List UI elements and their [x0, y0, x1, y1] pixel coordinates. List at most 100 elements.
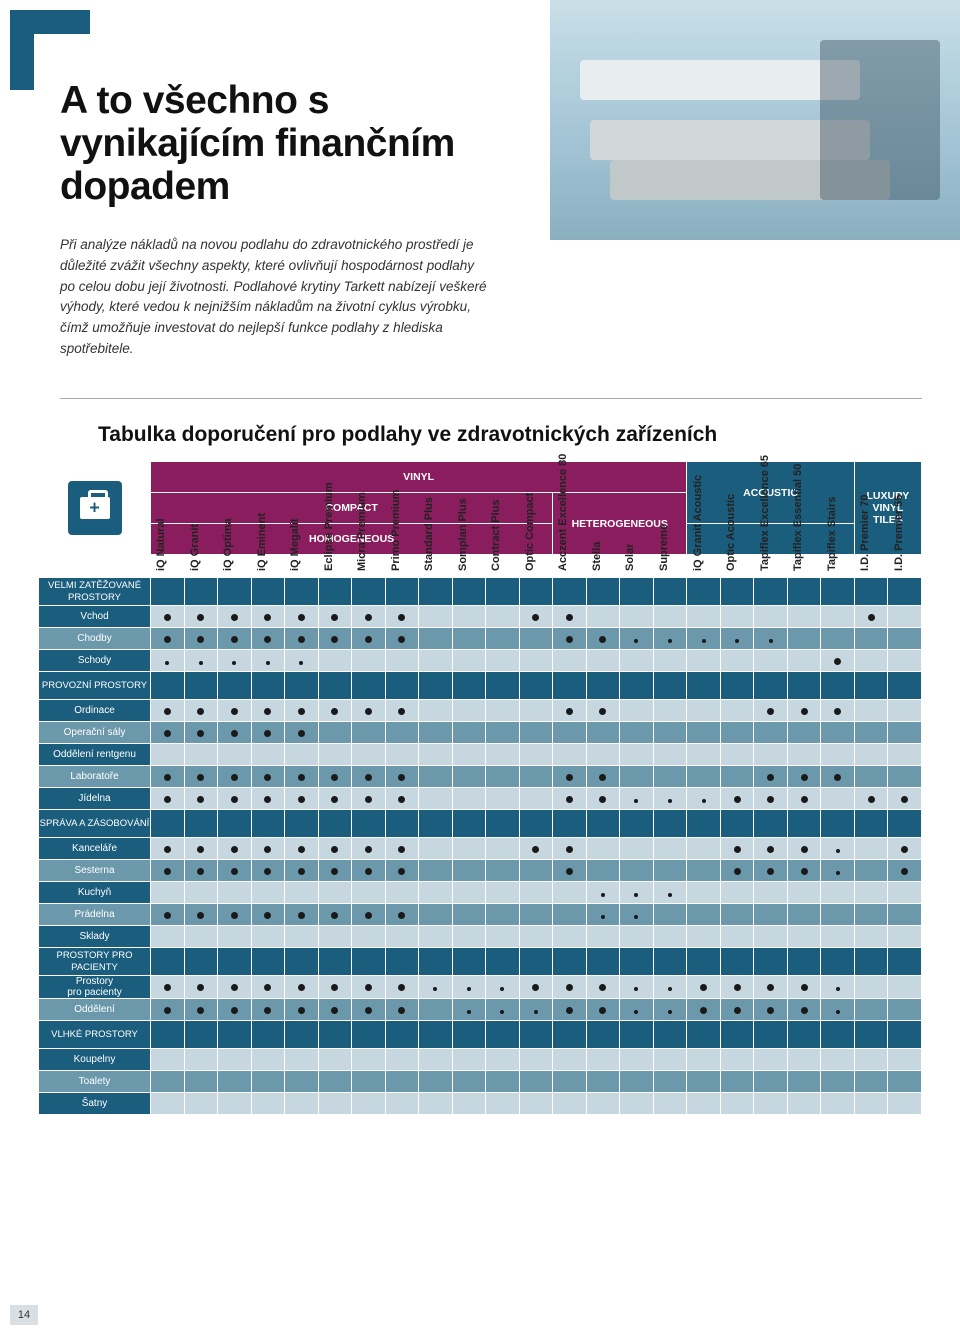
data-cell — [754, 999, 788, 1021]
data-cell — [452, 838, 486, 860]
section-cell — [586, 1021, 620, 1049]
dot-large — [231, 868, 238, 875]
data-cell — [888, 650, 922, 672]
data-cell — [854, 904, 888, 926]
data-cell — [888, 788, 922, 810]
data-cell — [419, 700, 453, 722]
table-row: Šatny — [39, 1093, 922, 1115]
dot-large — [164, 774, 171, 781]
corner-blank — [39, 556, 151, 578]
dot-large — [398, 868, 405, 875]
data-cell — [787, 766, 821, 788]
data-cell — [754, 788, 788, 810]
dot-large — [164, 912, 171, 919]
dot-large — [331, 774, 338, 781]
data-cell — [486, 700, 520, 722]
data-cell — [519, 926, 553, 948]
data-cell — [586, 1071, 620, 1093]
column-header: iQ Megalit — [285, 556, 319, 578]
dot-large — [365, 796, 372, 803]
data-cell — [620, 1049, 654, 1071]
data-cell — [318, 999, 352, 1021]
data-cell — [519, 650, 553, 672]
section-cell — [385, 672, 419, 700]
dot-large — [365, 1007, 372, 1014]
dot-large — [734, 796, 741, 803]
column-header: iQ Eminent — [251, 556, 285, 578]
data-cell — [486, 860, 520, 882]
dot-large — [700, 984, 707, 991]
dot-large — [398, 846, 405, 853]
column-header: Contract Plus — [486, 556, 520, 578]
data-cell — [151, 904, 185, 926]
dot-large — [834, 708, 841, 715]
data-cell — [184, 838, 218, 860]
dot-large — [767, 868, 774, 875]
data-cell — [251, 700, 285, 722]
table-row: Vchod — [39, 606, 922, 628]
data-cell — [519, 606, 553, 628]
column-header: Tapiflex Excellence 65 — [754, 556, 788, 578]
dot-large — [901, 868, 908, 875]
data-cell — [720, 1093, 754, 1115]
row-label: Toalety — [39, 1071, 151, 1093]
data-cell — [285, 882, 319, 904]
section-cell — [821, 810, 855, 838]
medkit-icon — [80, 497, 110, 519]
row-label: Ordinace — [39, 700, 151, 722]
data-cell — [184, 904, 218, 926]
section-cell — [888, 578, 922, 606]
section-cell — [519, 1021, 553, 1049]
dot-small — [702, 799, 706, 803]
data-cell — [854, 700, 888, 722]
dot-large — [264, 636, 271, 643]
data-cell — [720, 1049, 754, 1071]
data-cell — [888, 904, 922, 926]
dot-large — [264, 868, 271, 875]
dot-large — [164, 868, 171, 875]
data-cell — [821, 1049, 855, 1071]
data-cell — [519, 860, 553, 882]
data-cell — [352, 999, 386, 1021]
data-cell — [151, 999, 185, 1021]
data-cell — [352, 650, 386, 672]
dot-large — [767, 846, 774, 853]
data-cell — [251, 838, 285, 860]
dot-large — [331, 1007, 338, 1014]
data-cell — [486, 766, 520, 788]
dot-large — [901, 846, 908, 853]
data-cell — [452, 1093, 486, 1115]
data-cell — [352, 904, 386, 926]
section-cell — [519, 672, 553, 700]
data-cell — [854, 860, 888, 882]
dot-small — [668, 987, 672, 991]
dot-large — [532, 984, 539, 991]
dot-large — [264, 984, 271, 991]
row-label: Koupelny — [39, 1049, 151, 1071]
data-cell — [251, 882, 285, 904]
section-row: VLHKÉ PROSTORY — [39, 1021, 922, 1049]
dot-small — [165, 661, 169, 665]
section-cell — [854, 948, 888, 976]
data-cell — [352, 766, 386, 788]
section-cell — [888, 810, 922, 838]
dot-large — [599, 984, 606, 991]
section-cell — [452, 810, 486, 838]
section-cell — [620, 948, 654, 976]
column-header-label: Tapiflex Essential 50 — [792, 464, 804, 571]
data-cell — [553, 1093, 587, 1115]
data-cell — [452, 650, 486, 672]
data-cell — [754, 722, 788, 744]
data-cell — [285, 1093, 319, 1115]
column-header: Primo Premium — [385, 556, 419, 578]
section-row: PROVOZNÍ PROSTORY — [39, 672, 922, 700]
data-cell — [151, 766, 185, 788]
dot-large — [566, 984, 573, 991]
data-cell — [285, 744, 319, 766]
data-cell — [854, 976, 888, 999]
row-label: Kuchyň — [39, 882, 151, 904]
dot-large — [801, 984, 808, 991]
dot-large — [298, 1007, 305, 1014]
dot-large — [365, 708, 372, 715]
data-cell — [318, 926, 352, 948]
